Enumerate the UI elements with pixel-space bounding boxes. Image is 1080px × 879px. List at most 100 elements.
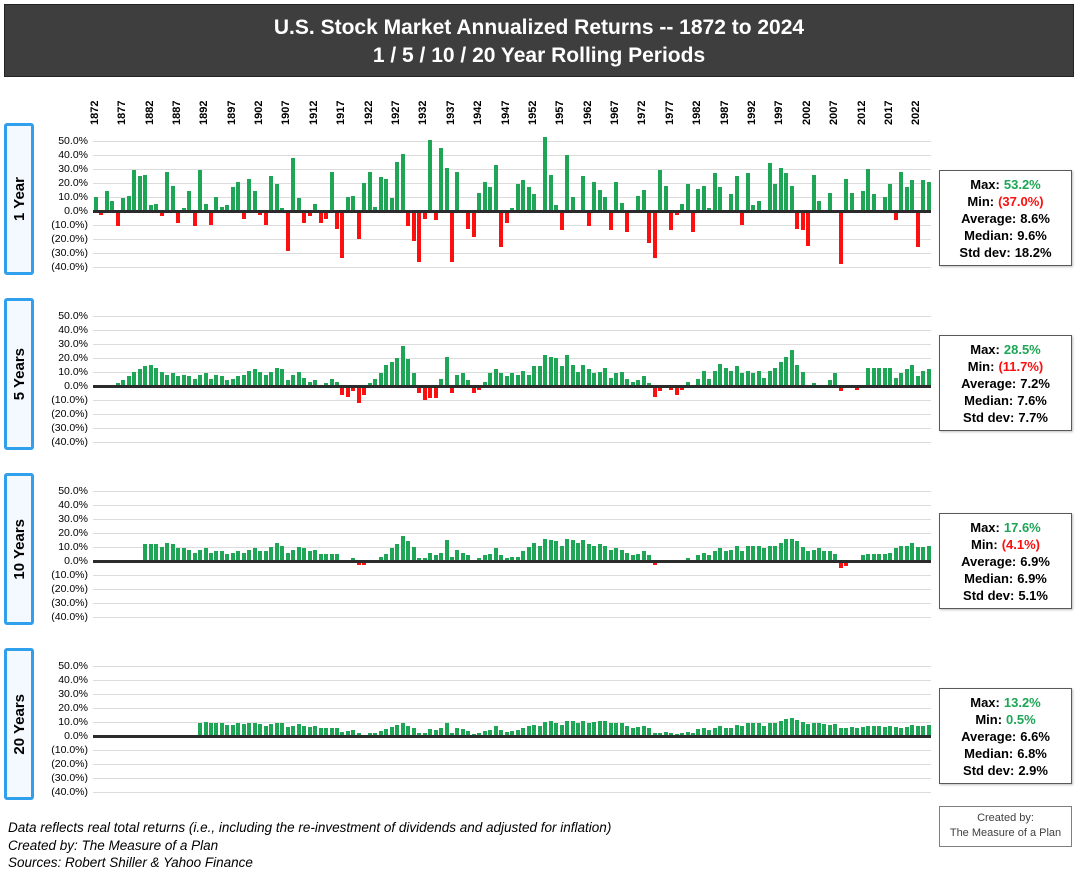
y-axis-20-years: 50.0% 40.0% 30.0% 20.0% 10.0% 0.0% (10.0%) (20.… [30,660,88,798]
bar-1894 [214,197,218,211]
bar-1931 [417,387,421,393]
bar-2023 [921,370,925,386]
bar-2001 [801,372,805,386]
bar-2001 [801,547,805,561]
bar-1999 [790,349,794,386]
bar-2019 [899,171,903,211]
bar-1966 [609,723,613,736]
bar-1946 [499,730,503,736]
bar-1887 [176,376,180,386]
bar-1998 [784,718,788,736]
bar-2022 [916,547,920,561]
y-tick-label: 10.0% [58,191,88,203]
year-tick-1922: 1922 [362,100,375,125]
stats-box-5-years: Max: 28.5% Min: (11.7%) Average: 7.2% Media… [939,335,1072,431]
bar-1943 [483,181,487,211]
bar-1907 [286,380,290,386]
bar-1883 [154,367,158,386]
bar-1997 [779,362,783,386]
footer-line3: Sources: Robert Shiller & Yahoo Finance [8,855,253,870]
y-tick-label: (40.0%) [51,786,88,798]
bar-1899 [242,212,246,219]
bar-1909 [297,198,301,211]
row-label-1-year: 1 Year [4,123,34,275]
bar-1934 [434,212,438,221]
credit-box-line2: The Measure of a Plan [949,827,1062,839]
bar-1926 [390,548,394,561]
bar-1956 [554,722,558,736]
stat-label-average: Average: [961,376,1017,391]
year-tick-2017: 2017 [882,100,895,125]
bar-1896 [225,380,229,386]
y-tick-label: (40.0%) [51,611,88,623]
bar-1892 [204,204,208,211]
bar-1915 [330,727,334,736]
bar-1946 [499,373,503,386]
bar-1900 [247,549,251,561]
bar-1904 [269,547,273,561]
bar-1914 [324,212,328,219]
bar-1880 [138,369,142,386]
bar-2018 [894,548,898,561]
bar-1937 [450,387,454,393]
year-tick-1927: 1927 [389,100,402,125]
row-label-text: 1 Year [10,177,28,221]
bar-1905 [275,542,279,561]
bar-1909 [297,724,301,736]
bar-1951 [527,374,531,386]
bar-1992 [751,205,755,211]
bar-1918 [346,197,350,211]
bar-1989 [735,366,739,386]
y-tick-label: 50.0% [58,310,88,322]
bar-1983 [702,370,706,386]
gridline [93,141,931,142]
bar-2006 [828,192,832,211]
bar-1957 [560,212,564,231]
bar-1938 [455,374,459,386]
bar-1959 [571,197,575,211]
bar-1895 [220,376,224,386]
y-tick-label: 10.0% [58,366,88,378]
bar-1973 [647,728,651,736]
y-tick-label: 40.0% [58,149,88,161]
bar-1943 [483,381,487,386]
bar-1897 [231,187,235,211]
bar-1888 [182,548,186,561]
bar-1999 [790,538,794,561]
bar-1955 [549,540,553,561]
bar-1930 [412,547,416,561]
bar-1976 [664,185,668,211]
bar-1888 [182,374,186,386]
bar-1967 [614,548,618,561]
bar-1983 [702,727,706,736]
bar-1946 [499,212,503,247]
bar-1971 [636,195,640,211]
bar-1903 [264,212,268,225]
bar-1965 [603,721,607,736]
gridline [93,792,931,793]
bar-1915 [330,171,334,211]
bar-2016 [883,197,887,211]
bar-1989 [735,545,739,561]
bar-1911 [308,726,312,736]
stat-label-max: Max: [970,520,1000,535]
stat-value-average: 6.9% [1020,554,1050,569]
bar-2018 [894,726,898,736]
bar-1933 [428,729,432,736]
bar-1948 [510,556,514,561]
bar-1902 [258,212,262,215]
bar-1886 [171,185,175,211]
bar-1920 [357,212,361,239]
gridline [93,428,931,429]
bar-1920 [357,562,361,565]
bar-1902 [258,551,262,561]
bar-1903 [264,725,268,736]
bar-1883 [154,544,158,561]
bar-1908 [291,157,295,211]
stat-label-median: Median: [964,571,1014,586]
bar-1989 [735,724,739,736]
y-tick-label: 10.0% [58,716,88,728]
bar-1939 [461,552,465,561]
stat-label-stddev: Std dev: [963,410,1015,425]
stat-value-stddev: 2.9% [1018,763,1048,778]
